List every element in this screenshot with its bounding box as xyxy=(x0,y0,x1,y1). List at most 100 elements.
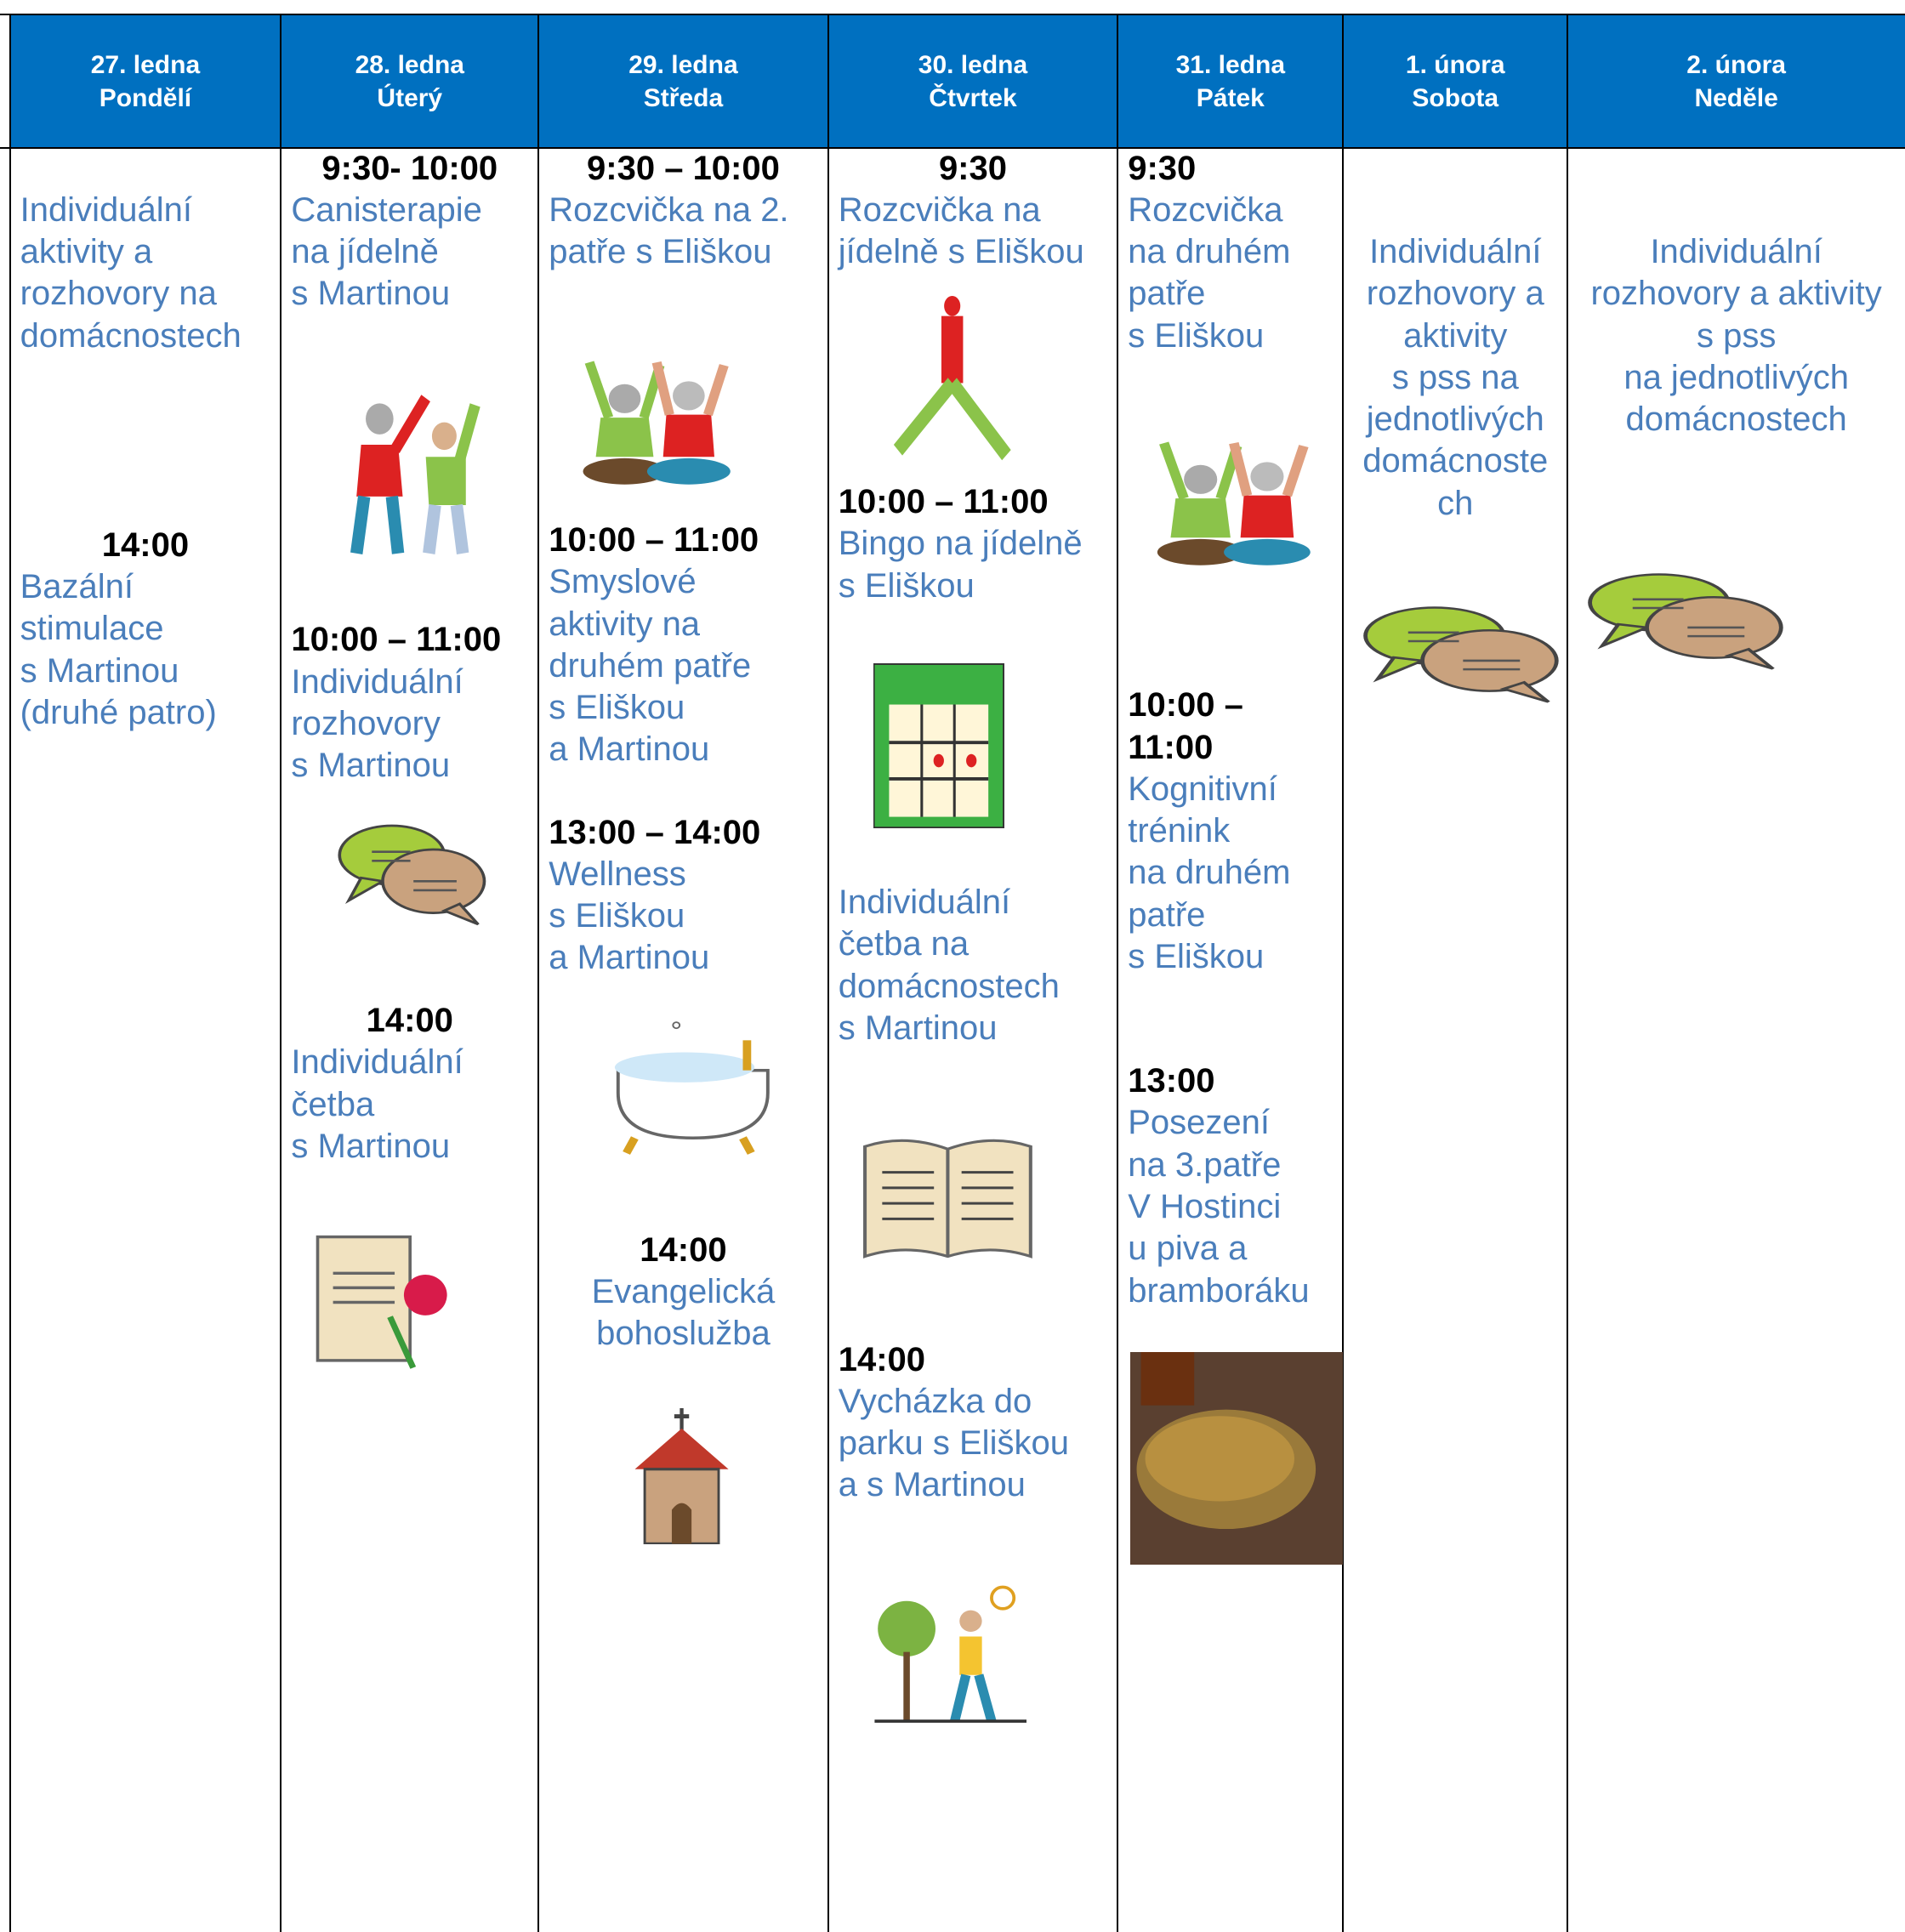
icon-shape xyxy=(423,503,469,555)
icon-shape xyxy=(989,1585,1015,1611)
icon-shape xyxy=(958,1610,982,1632)
icon-shape xyxy=(614,1021,770,1156)
icon-shape xyxy=(390,395,430,454)
icon-shape xyxy=(1157,539,1244,565)
event-text: s pss na xyxy=(1391,358,1519,396)
event-time: 13:00 xyxy=(1128,1062,1215,1100)
icon-shape xyxy=(350,495,405,555)
icon-shape xyxy=(958,1636,982,1675)
event-text: Evangelická xyxy=(591,1273,776,1310)
column-border xyxy=(9,14,11,1932)
column-border xyxy=(280,14,282,1932)
icon-shape xyxy=(1407,631,1521,671)
icon-shape xyxy=(1724,647,1775,670)
icon-shape xyxy=(1240,495,1294,538)
column-border xyxy=(1117,14,1119,1932)
event-time: 10:00 – 11:00 xyxy=(291,621,502,659)
header-bottom xyxy=(0,147,1905,149)
icon-shape xyxy=(949,1673,997,1723)
icon-shape xyxy=(1632,598,1745,638)
event-text: domácnostech xyxy=(1625,401,1847,439)
event-text: Individuální xyxy=(20,190,192,229)
event-text: Canisterapie xyxy=(291,190,482,229)
icon-shape xyxy=(1170,498,1231,538)
icon-shape xyxy=(386,1315,416,1369)
icon-shape xyxy=(403,1275,447,1315)
event-text: Individuální xyxy=(838,884,1011,922)
event-text: rozhovory xyxy=(291,705,441,742)
event-text: Smyslové xyxy=(549,563,697,601)
icon-exercise xyxy=(333,384,487,557)
header-cell xyxy=(827,14,1118,148)
header-date: 27. ledna xyxy=(90,50,201,79)
header-date: 30. ledna xyxy=(918,50,1028,79)
column-border xyxy=(827,14,829,1932)
event-time: 9:30 xyxy=(1128,149,1197,187)
event-text: Vycházka do xyxy=(838,1382,1032,1420)
event-text: Bingo na jídelně xyxy=(838,525,1083,563)
event-text: patře xyxy=(1128,275,1206,313)
event-text: Rozcvička na xyxy=(838,190,1041,229)
event-text: jednotlivých xyxy=(1366,401,1544,439)
header-cell xyxy=(1567,14,1905,148)
icon-shape xyxy=(344,877,387,905)
event-text: na jídelně xyxy=(291,233,439,271)
event-text: Bazální xyxy=(20,568,134,606)
icon-shape xyxy=(1597,622,1652,650)
event-text: četba xyxy=(291,1085,375,1123)
icon-shape xyxy=(647,457,731,485)
event-text: na druhém xyxy=(1128,854,1291,892)
icon-shape xyxy=(671,1503,691,1544)
icon-shape xyxy=(933,753,945,767)
header-date: 2. února xyxy=(1686,50,1786,79)
icon-shape xyxy=(1183,464,1217,495)
event-text: s Eliškou xyxy=(838,566,975,605)
icon-shape xyxy=(454,403,481,463)
event-text: V Hostinci xyxy=(1128,1188,1282,1226)
event-time: 14:00 xyxy=(838,1340,926,1378)
icon-shape xyxy=(862,1139,1032,1259)
event-text: trénink xyxy=(1128,812,1231,850)
icon-shape xyxy=(889,704,989,817)
header-cell xyxy=(281,14,539,148)
icon-shape xyxy=(634,1429,729,1469)
event-text: Rozcvička na 2. xyxy=(549,190,789,229)
icon-shape xyxy=(941,315,964,384)
header-cell xyxy=(538,14,828,148)
event-text: Individuální xyxy=(291,662,463,701)
event-text: bramboráku xyxy=(1128,1271,1310,1310)
header-day: Čtvrtek xyxy=(929,83,1017,112)
icon-photo xyxy=(1129,1351,1344,1565)
event-text: domácnostech xyxy=(838,967,1060,1005)
icon-shape xyxy=(365,403,394,435)
icon-shape xyxy=(1250,462,1284,492)
icon-shape xyxy=(616,1069,770,1140)
event-text: patře xyxy=(1128,895,1206,934)
icon-speech xyxy=(1357,598,1561,707)
icon-shape xyxy=(1157,441,1311,565)
icon-shape xyxy=(674,1408,689,1430)
icon-shape xyxy=(662,414,715,457)
event-text: Individuální xyxy=(1369,233,1542,271)
icon-shape xyxy=(614,1052,754,1083)
icon-shape xyxy=(882,1171,1014,1221)
column-border xyxy=(1567,14,1569,1932)
header-cell xyxy=(1343,14,1568,148)
column-border xyxy=(537,14,540,1932)
icon-shape xyxy=(944,295,961,316)
column-border xyxy=(1342,14,1345,1932)
event-text: rozhovory a aktivity xyxy=(1590,275,1882,313)
event-text: aktivity a xyxy=(20,233,153,271)
event-text: s pss xyxy=(1696,316,1777,355)
event-text: na 3.patře xyxy=(1128,1145,1282,1184)
event-time: 9:30- 10:00 xyxy=(321,149,498,187)
icon-shape xyxy=(338,824,486,926)
event-text: rozhovory na xyxy=(20,275,217,313)
event-text: u piva a xyxy=(1128,1230,1248,1268)
icon-shape xyxy=(1499,680,1550,703)
icon-shape xyxy=(1223,539,1311,565)
event-time: 11:00 xyxy=(1128,728,1214,766)
icon-shape xyxy=(583,457,667,485)
event-text: na jednotlivých xyxy=(1624,358,1849,396)
